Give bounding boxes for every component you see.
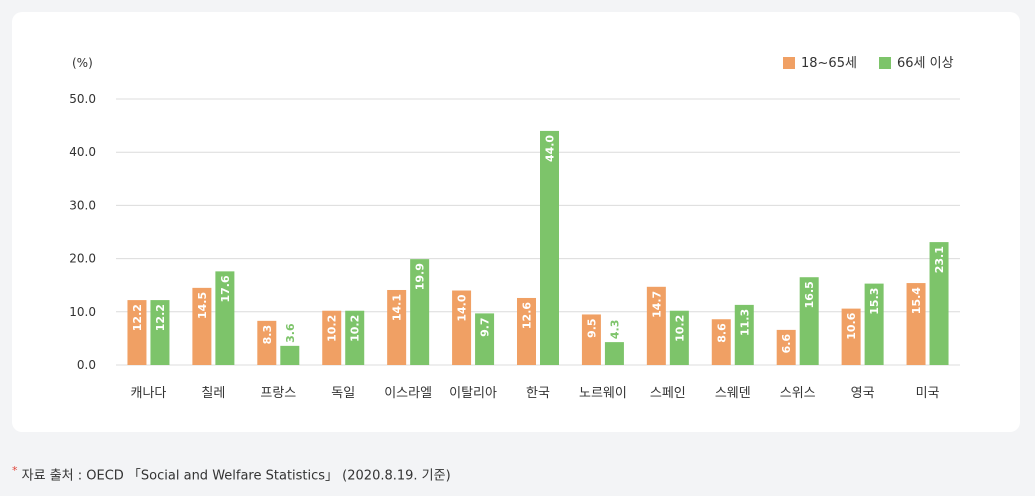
- footnote-star: *: [12, 464, 18, 477]
- x-tick-label: 노르웨이: [579, 386, 627, 401]
- data-label-adult-8: 14.7: [650, 291, 663, 318]
- bar-adult-0: [127, 300, 147, 365]
- y-unit-label: (%): [72, 56, 93, 70]
- bar-adult-8: [646, 286, 666, 365]
- y-tick-label: 30.0: [69, 198, 96, 212]
- data-label-elderly-8: 10.2: [673, 315, 686, 342]
- data-label-adult-2: 8.3: [261, 325, 274, 345]
- bar-elderly-11: [864, 283, 884, 365]
- bar-adult-6: [517, 297, 536, 365]
- bar-elderly-2: [280, 345, 300, 365]
- bar-adult-11: [841, 308, 861, 365]
- bar-elderly-1: [215, 271, 235, 365]
- data-label-adult-12: 15.4: [910, 287, 923, 314]
- data-label-elderly-7: 4.3: [608, 320, 621, 340]
- bar-elderly-0: [150, 300, 170, 365]
- legend-swatch-0: [783, 57, 795, 69]
- data-label-adult-10: 6.6: [780, 334, 793, 354]
- y-tick-label: 0.0: [77, 358, 96, 372]
- y-tick-label: 10.0: [69, 305, 96, 319]
- chart-card: 0.0 10.0 20.0 30.0 40.0 50.0 (%) 18~65세 66세 이상 12…: [12, 12, 1020, 432]
- data-label-elderly-2: 3.6: [284, 323, 297, 343]
- x-tick-label: 이스라엘: [384, 386, 432, 401]
- data-label-adult-0: 12.2: [131, 304, 144, 331]
- x-tick-label: 독일: [331, 386, 355, 401]
- data-label-elderly-12: 23.1: [933, 246, 946, 273]
- data-label-elderly-5: 9.7: [479, 317, 492, 337]
- data-label-adult-7: 9.5: [585, 318, 598, 338]
- bar-elderly-3: [345, 310, 365, 365]
- bar-adult-10: [776, 329, 796, 365]
- bar-adult-9: [711, 319, 731, 365]
- data-label-adult-3: 10.2: [326, 315, 339, 342]
- bar-elderly-12: [929, 242, 949, 365]
- bar-adult-4: [387, 289, 407, 365]
- data-label-adult-11: 10.6: [845, 312, 858, 339]
- bar-adult-7: [581, 314, 601, 365]
- bar-elderly-6: [540, 130, 559, 365]
- y-tick-label: 40.0: [69, 145, 96, 159]
- data-label-adult-5: 14.0: [456, 294, 469, 321]
- bar-elderly-9: [734, 304, 754, 365]
- bar-adult-12: [906, 283, 926, 365]
- data-label-adult-6: 12.6: [521, 302, 534, 329]
- data-label-elderly-11: 15.3: [868, 288, 881, 315]
- data-label-adult-4: 14.1: [391, 294, 404, 321]
- x-tick-label: 캐나다: [131, 386, 167, 401]
- bar-adult-5: [452, 290, 472, 365]
- data-label-elderly-4: 19.9: [414, 263, 427, 290]
- bar-elderly-8: [669, 310, 689, 365]
- x-tick-label: 미국: [916, 386, 940, 401]
- data-label-elderly-6: 44.0: [544, 135, 557, 162]
- x-tick-label: 스위스: [780, 386, 816, 401]
- x-tick-label: 스웨덴: [715, 386, 751, 401]
- data-label-elderly-10: 16.5: [803, 281, 816, 308]
- bar-chart: 0.0 10.0 20.0 30.0 40.0 50.0 (%) 18~65세 66세 이상 12…: [69, 56, 960, 401]
- y-tick-label: 20.0: [69, 252, 96, 266]
- bar-elderly-4: [410, 259, 430, 365]
- footnote-text: 자료 출처 : OECD 「Social and Welfare Statist…: [21, 468, 451, 484]
- x-tick-label: 스페인: [650, 386, 686, 401]
- bar-elderly-10: [799, 277, 819, 365]
- bar-adult-2: [257, 320, 277, 365]
- data-label-adult-9: 8.6: [715, 323, 728, 343]
- legend-label-1: 66세 이상: [897, 56, 954, 71]
- bar-adult-3: [322, 310, 342, 365]
- y-tick-label: 50.0: [69, 92, 96, 106]
- data-label-elderly-9: 11.3: [738, 309, 751, 336]
- bar-adult-1: [192, 287, 212, 365]
- data-label-elderly-3: 10.2: [349, 315, 362, 342]
- source-footnote: * 자료 출처 : OECD 「Social and Welfare Stati…: [12, 464, 451, 483]
- x-tick-label: 이탈리아: [449, 386, 497, 401]
- x-tick-label: 프랑스: [260, 386, 296, 401]
- bar-elderly-7: [604, 342, 624, 365]
- data-label-adult-1: 14.5: [196, 292, 209, 319]
- x-tick-label: 칠레: [201, 386, 225, 401]
- bar-elderly-5: [475, 313, 495, 365]
- x-tick-label: 영국: [851, 386, 875, 401]
- x-tick-label: 한국: [526, 386, 550, 401]
- data-label-elderly-1: 17.6: [219, 275, 232, 302]
- legend-label-0: 18~65세: [801, 56, 857, 71]
- data-label-elderly-0: 12.2: [154, 304, 167, 331]
- legend-swatch-1: [879, 57, 891, 69]
